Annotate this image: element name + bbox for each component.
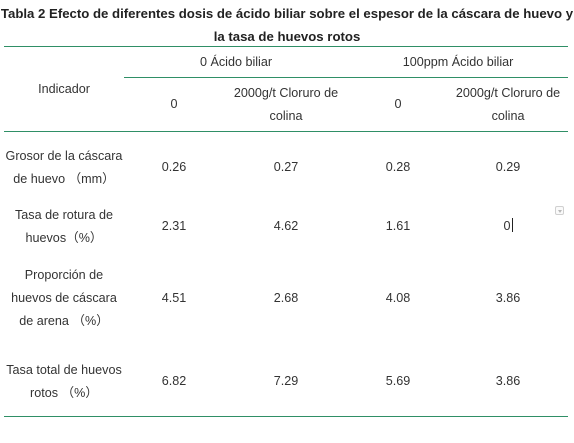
table-cell: 4.62 <box>273 219 299 233</box>
table-cell: 0.27 <box>224 131 349 203</box>
subheader-cell: 2000g/t Cloruro de colina <box>448 77 569 132</box>
table-cell: 1.61 <box>385 219 411 233</box>
group-header-100ppm-bile-acid: 100ppm Ácido biliar <box>348 46 569 78</box>
subheader-cell: 2000g/t Cloruro de colina <box>224 77 349 132</box>
table-row: Tasa total de huevos rotos （%） 6.82 7.29… <box>4 347 569 417</box>
subheader-cell: 0 <box>348 77 449 132</box>
table-cell: 0.29 <box>448 131 569 203</box>
table-cell: 3.86 <box>495 291 521 305</box>
table-row: Tasa de rotura de huevos（%） 2.31 4.62 1.… <box>4 203 568 250</box>
table-cell: 3.86 <box>448 347 569 417</box>
table-cell: 6.82 <box>124 347 224 417</box>
table-cell: 4.08 <box>385 291 411 305</box>
table-cell: 0.26 <box>124 131 224 203</box>
group-header-no-bile-acid: 0 Ácido biliar <box>124 46 349 78</box>
table-cell: 7.29 <box>224 347 349 417</box>
row-indicator: Proporción de huevos de cáscara de arena… <box>11 268 117 328</box>
row-indicator: Tasa de rotura de huevos（%） <box>14 207 113 245</box>
row-indicator: Grosor de la cáscara de huevo （mm） <box>4 131 124 203</box>
editable-cell[interactable]: 0 <box>448 203 568 250</box>
indicator-header: Indicador <box>4 46 124 132</box>
table-cell: 5.69 <box>348 347 449 417</box>
text-cursor <box>511 218 513 232</box>
chevron-down-icon[interactable] <box>555 206 565 215</box>
table-caption: Tabla 2 Efecto de diferentes dosis de ác… <box>0 6 574 44</box>
cell-value: 0 <box>503 219 511 233</box>
subheader-cell: 0 <box>124 77 224 132</box>
row-indicator: Tasa total de huevos rotos （%） <box>4 347 124 417</box>
table-cell: 2.68 <box>273 291 299 305</box>
data-table: Indicador 0 Ácido biliar 100ppm Ácido bi… <box>4 46 569 417</box>
table-cell: 2.31 <box>161 219 187 233</box>
table-row: Proporción de huevos de cáscara de arena… <box>4 250 568 347</box>
table-cell: 0.28 <box>348 131 449 203</box>
table-cell: 4.51 <box>161 291 187 305</box>
table-row: Grosor de la cáscara de huevo （mm） 0.26 … <box>4 131 569 203</box>
